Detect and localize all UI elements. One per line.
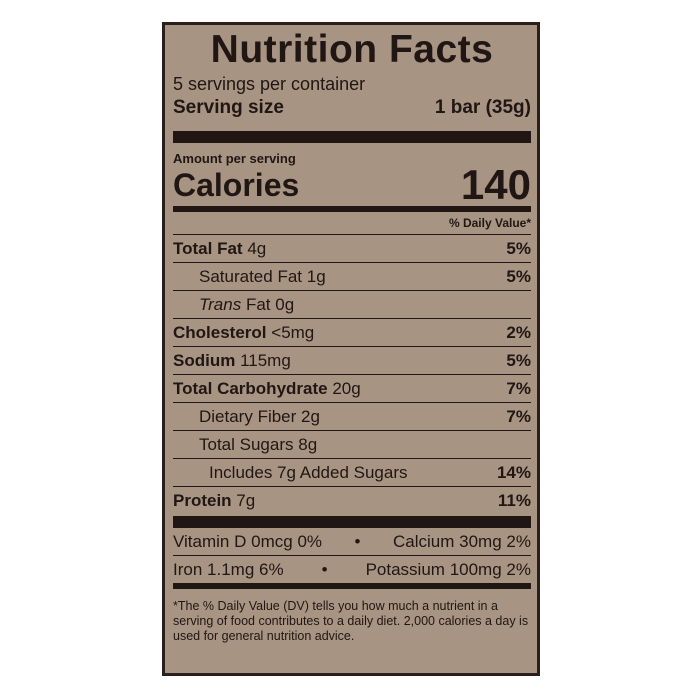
nutrition-label: Nutrition Facts 5 servings per container… xyxy=(162,22,540,676)
nutrient-name: Total Carbohydrate xyxy=(173,378,328,398)
nutrient-name: Saturated Fat xyxy=(199,266,303,286)
separator: • xyxy=(321,559,328,579)
nutrient-row: Protein 7g 11% xyxy=(173,486,531,514)
nutrient-row: Sodium 115mg 5% xyxy=(173,346,531,374)
vitamin-dv: 2% xyxy=(506,559,531,579)
vitamin-name: Iron xyxy=(173,559,203,579)
nutrient-row: Total Fat 4g 5% xyxy=(173,235,531,262)
nutrient-row: Total Sugars 8g xyxy=(173,430,531,458)
daily-value-header: % Daily Value* xyxy=(173,212,531,235)
divider xyxy=(173,206,531,212)
nutrient-name: Includes 7g Added Sugars xyxy=(209,462,408,482)
nutrient-name: Total Sugars xyxy=(199,434,294,454)
vitamin-row: Vitamin D 0mcg 0% • Calcium 30mg 2% xyxy=(173,528,531,555)
nutrient-row: Dietary Fiber 2g 7% xyxy=(173,402,531,430)
nutrient-row: Includes 7g Added Sugars 14% xyxy=(173,458,531,486)
calories: Calories 140 xyxy=(173,161,531,208)
nutrient-amount: 0g xyxy=(275,294,295,314)
divider xyxy=(173,583,531,589)
nutrient-name-prefix: Trans xyxy=(199,294,242,314)
nutrient-dv: 5% xyxy=(506,266,531,286)
calories-label: Calories xyxy=(173,167,300,203)
servings: 5 servings per container xyxy=(173,74,366,94)
vitamin-name: Vitamin D xyxy=(173,531,247,551)
nutrient-amount: <5mg xyxy=(271,322,315,342)
nutrient-row: Total Carbohydrate 20g 7% xyxy=(173,374,531,402)
vitamin-dv: 2% xyxy=(506,531,531,551)
nutrient-name: Protein xyxy=(173,490,232,510)
nutrient-dv: 14% xyxy=(496,462,531,482)
vitamin-dv: 6% xyxy=(259,559,284,579)
nutrient-dv: 11% xyxy=(497,490,531,510)
nutrient-dv: 7% xyxy=(506,378,531,398)
divider xyxy=(173,131,531,143)
amount-per-serving: Amount per serving xyxy=(173,151,296,166)
nutrient-dv: 2% xyxy=(506,322,531,342)
nutrient-dv: 7% xyxy=(506,406,531,426)
nutrient-name: Sodium xyxy=(173,350,236,370)
vitamin-amount: 0mcg xyxy=(251,531,293,551)
nutrient-row: Saturated Fat 1g 5% xyxy=(173,262,531,290)
vitamin-amount: 1.1mg xyxy=(207,559,255,579)
nutrient-amount: 8g xyxy=(298,434,318,454)
title: Nutrition Facts xyxy=(210,28,494,71)
vitamin-dv: 0% xyxy=(297,531,323,551)
vitamin-name: Calcium xyxy=(393,531,455,551)
nutrient-amount: 2g xyxy=(301,406,320,426)
serving-size-label: Serving size xyxy=(173,97,284,118)
nutrient-amount: 1g xyxy=(306,266,326,286)
nutrient-dv: 5% xyxy=(506,350,531,370)
nutrient-name: Dietary Fiber xyxy=(199,406,297,426)
separator: • xyxy=(354,531,361,551)
nutrient-amount: 7g xyxy=(236,490,256,510)
nutrient-row: Cholesterol <5mg 2% xyxy=(173,318,531,346)
vitamin-amount: 30mg xyxy=(459,531,502,551)
calories-value: 140 xyxy=(460,161,531,208)
nutrient-name: Total Fat xyxy=(173,238,243,258)
nutrient-amount: 4g xyxy=(247,238,267,258)
nutrient-name: Fat xyxy=(245,294,271,314)
nutrient-amount: 20g xyxy=(332,378,361,398)
nutrient-amount: 115mg xyxy=(240,350,291,370)
nutrient-dv: 5% xyxy=(506,238,531,258)
nutrient-row: Trans Fat 0g xyxy=(173,290,531,318)
divider xyxy=(173,516,531,528)
vitamin-row: Iron 1.1mg 6% • Potassium 100mg 2% xyxy=(173,555,531,583)
serving-size: Serving size 1 bar (35g) xyxy=(173,95,531,121)
nutrient-name: Cholesterol xyxy=(173,322,267,342)
label-content: Nutrition Facts 5 servings per container… xyxy=(173,27,531,644)
vitamin-amount: 100mg xyxy=(449,559,502,579)
serving-size-value: 1 bar (35g) xyxy=(434,97,531,118)
footnote: *The % Daily Value (DV) tells you how mu… xyxy=(173,599,529,643)
vitamin-name: Potassium xyxy=(365,559,445,579)
nutrients: Total Fat 4g 5% Saturated Fat 1g 5% Trans … xyxy=(173,235,531,514)
